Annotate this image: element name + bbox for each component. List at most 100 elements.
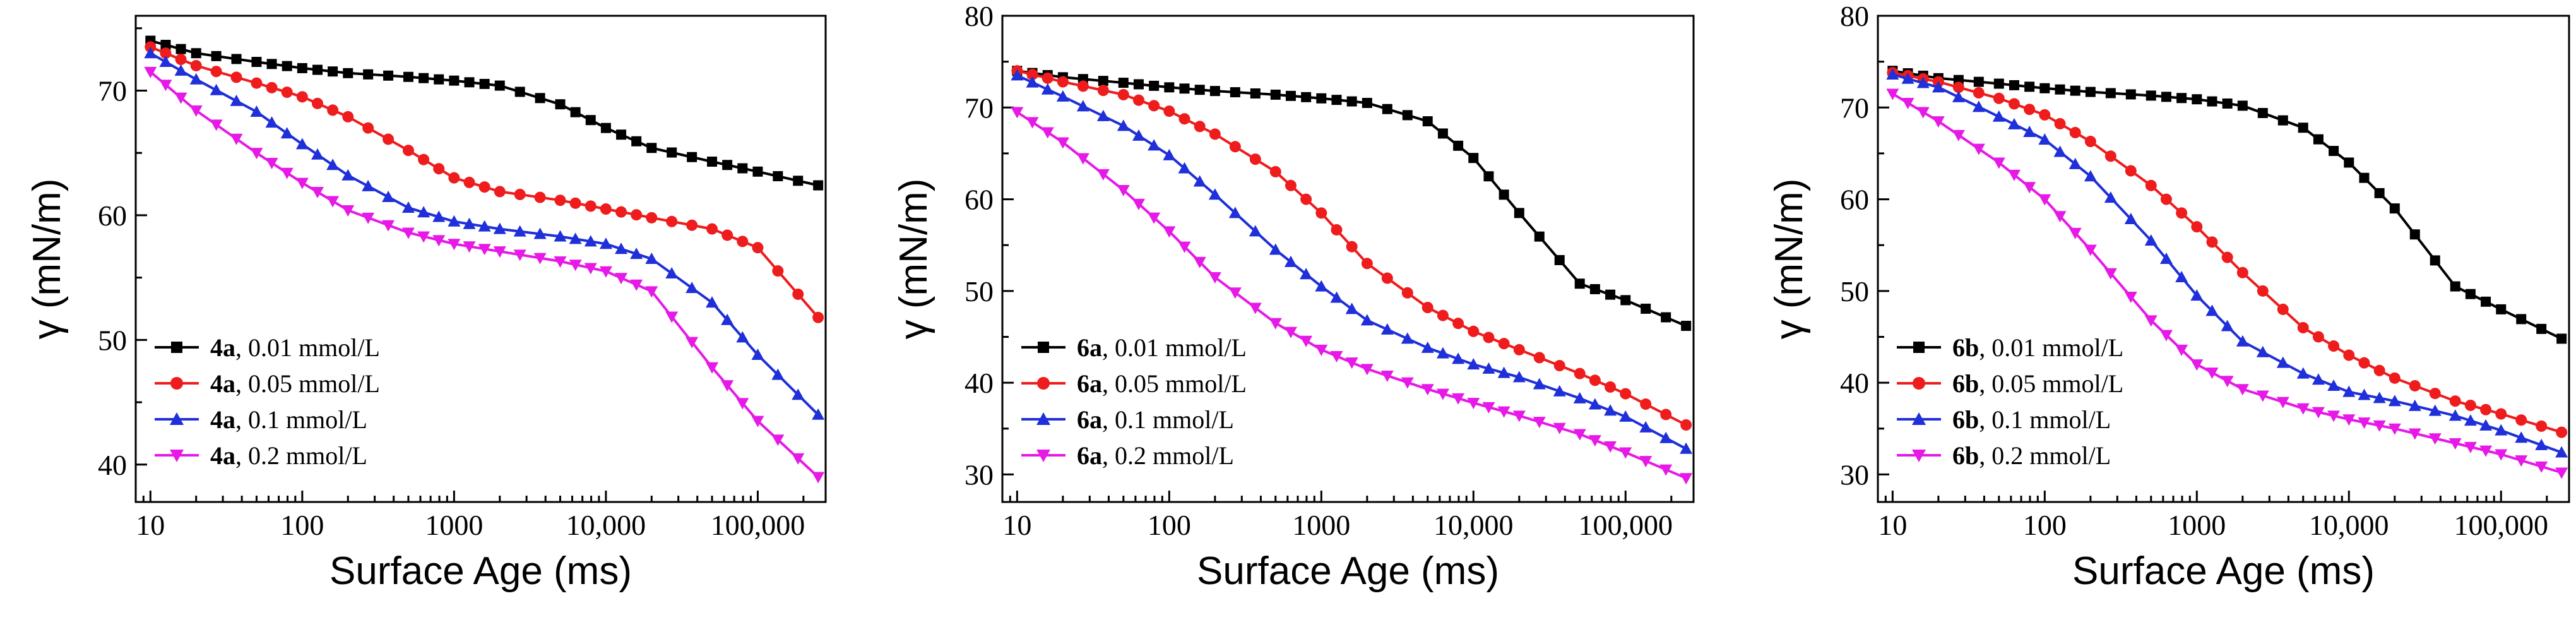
- data-point: [382, 220, 395, 232]
- data-point: [2206, 236, 2218, 248]
- legend-marker: [170, 377, 183, 390]
- legend-marker: [1038, 342, 1049, 353]
- data-point: [1992, 110, 2005, 122]
- data-point: [2038, 133, 2051, 145]
- data-point: [686, 282, 699, 294]
- data-point: [1148, 139, 1161, 151]
- data-point: [175, 54, 187, 66]
- legend-entry: 6b, 0.05 mmol/L: [1952, 369, 2123, 398]
- data-point: [2221, 320, 2234, 331]
- data-point: [417, 206, 430, 218]
- data-point: [1452, 352, 1465, 364]
- data-point: [721, 313, 734, 325]
- data-point: [312, 64, 323, 75]
- data-point: [2125, 89, 2136, 100]
- chart-panel-1: 10 100 1000 10,000 100,000 40 50 60 70 Surface Ag…: [25, 15, 827, 593]
- data-point: [1401, 332, 1414, 344]
- data-point: [1380, 370, 1394, 382]
- data-point: [448, 172, 460, 184]
- data-point: [1382, 104, 1392, 114]
- data-point: [1331, 224, 1343, 236]
- data-point: [1315, 344, 1328, 356]
- data-point: [535, 93, 545, 104]
- data-point: [1132, 129, 1145, 141]
- data-point: [175, 44, 186, 54]
- data-point: [2344, 157, 2354, 168]
- data-point: [1209, 128, 1221, 140]
- data-point: [1483, 171, 1494, 182]
- legend-marker: [1037, 377, 1050, 390]
- data-point: [1178, 241, 1191, 253]
- data-point: [1993, 78, 2004, 89]
- data-point: [2069, 157, 2082, 169]
- data-point: [2329, 146, 2339, 157]
- data-point: [327, 104, 339, 116]
- data-point: [1659, 431, 1673, 443]
- data-point: [1533, 352, 1545, 364]
- series-line: [1892, 73, 2562, 454]
- data-point: [2054, 117, 2066, 129]
- data-point: [2084, 170, 2097, 182]
- data-point: [2312, 407, 2325, 419]
- data-point: [514, 188, 526, 200]
- series-4a-1: [145, 35, 824, 191]
- legend-entry: 4a, 0.05 mmol/L: [210, 369, 380, 398]
- data-point: [600, 122, 611, 133]
- data-point: [631, 209, 643, 221]
- data-point: [1605, 381, 1617, 393]
- data-point: [1660, 409, 1672, 421]
- y-tick-label: 70: [965, 92, 994, 124]
- series-4a-2: [145, 41, 824, 323]
- data-point: [2007, 169, 2021, 181]
- data-point: [2039, 109, 2051, 121]
- series-line: [150, 39, 819, 187]
- data-point: [569, 260, 582, 272]
- data-point: [616, 129, 627, 140]
- x-tick-label: 10: [136, 509, 165, 541]
- data-point: [2039, 83, 2050, 93]
- data-point: [1096, 109, 1110, 121]
- data-point: [2008, 98, 2020, 110]
- data-point: [433, 163, 445, 175]
- legend-marker: [171, 342, 182, 353]
- data-point: [2144, 234, 2158, 246]
- data-point: [448, 215, 461, 227]
- data-point: [449, 75, 460, 86]
- x-tick-label: 1000: [1292, 509, 1350, 541]
- data-point: [1269, 318, 1282, 330]
- legend-entry: 6a, 0.05 mmol/L: [1077, 369, 1247, 398]
- data-point: [297, 63, 307, 73]
- data-point: [2556, 426, 2568, 438]
- series-line: [1892, 71, 2562, 434]
- data-point: [2464, 441, 2477, 453]
- data-point: [1098, 76, 1108, 87]
- data-point: [250, 148, 263, 160]
- data-point: [383, 133, 395, 145]
- data-point: [2495, 449, 2508, 461]
- data-point: [1149, 80, 1160, 91]
- y-tick-label: 60: [1840, 184, 1869, 216]
- data-point: [2276, 356, 2289, 368]
- data-point: [812, 472, 825, 484]
- data-point: [2053, 145, 2067, 157]
- data-point: [174, 64, 187, 76]
- data-point: [1468, 153, 1479, 164]
- data-point: [793, 176, 804, 186]
- data-point: [1437, 309, 1449, 321]
- data-point: [266, 59, 277, 69]
- data-point: [2222, 98, 2233, 109]
- data-point: [2409, 379, 2421, 391]
- data-point: [2190, 359, 2204, 371]
- data-point: [2495, 424, 2508, 436]
- data-point: [1589, 284, 1600, 294]
- data-point: [401, 201, 415, 213]
- data-point: [1680, 419, 1692, 431]
- data-point: [2555, 446, 2568, 458]
- series-line: [150, 52, 819, 416]
- data-point: [2430, 255, 2440, 266]
- data-point: [2237, 100, 2248, 111]
- data-point: [2024, 104, 2036, 116]
- data-point: [1285, 179, 1297, 191]
- data-point: [295, 138, 309, 150]
- data-point: [737, 236, 749, 248]
